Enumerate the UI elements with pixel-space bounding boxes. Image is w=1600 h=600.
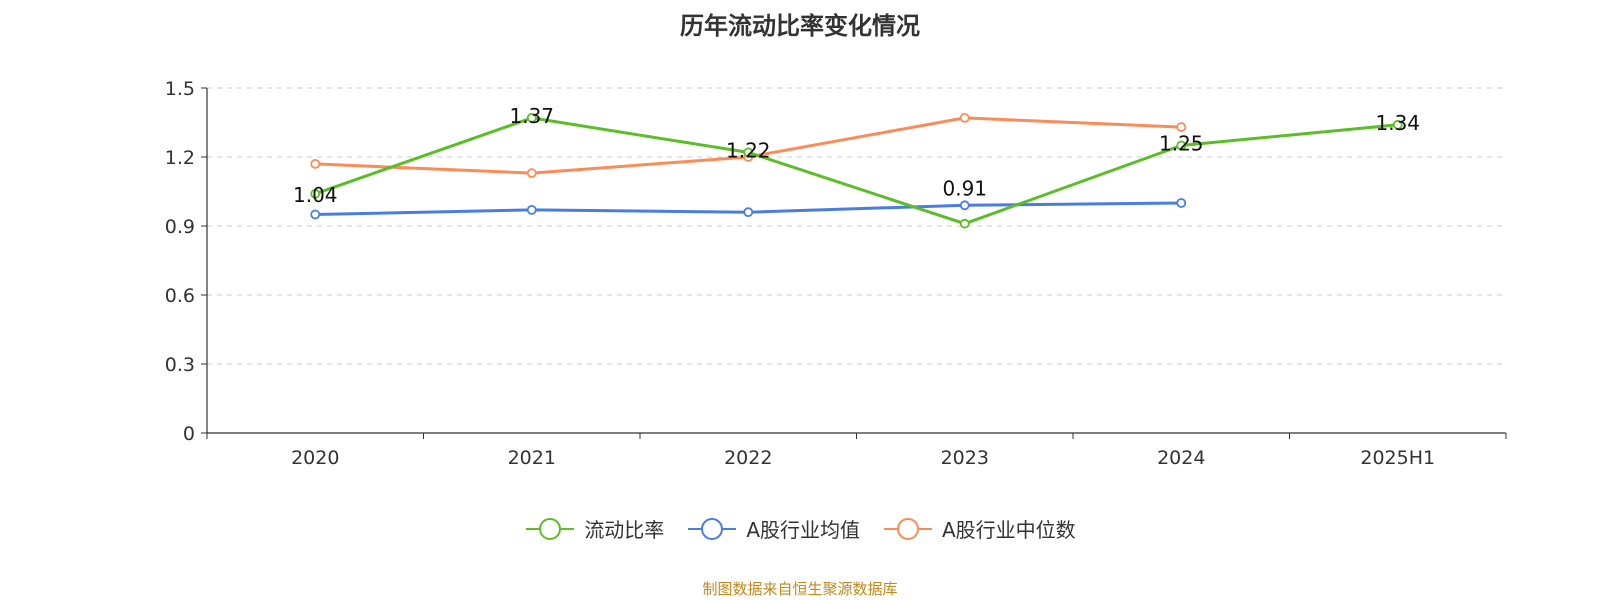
- data-point: [526, 204, 537, 215]
- legend-item[interactable]: 流动比率: [524, 514, 664, 543]
- y-tick-label: 0: [183, 423, 195, 445]
- legend-item[interactable]: A股行业均值: [686, 514, 860, 543]
- data-point: [959, 200, 970, 211]
- data-point: [1392, 119, 1403, 130]
- x-tick-label: 2025H1: [1360, 447, 1435, 469]
- data-label: 1.04: [293, 183, 338, 207]
- data-point: [959, 113, 970, 123]
- data-point: [1176, 140, 1187, 151]
- series-lines: [310, 113, 1403, 229]
- data-label: 1.22: [726, 138, 771, 162]
- x-tick-label: 2024: [1157, 447, 1205, 469]
- y-tick-label: 0.6: [165, 285, 195, 307]
- x-tick-label: 2022: [724, 447, 772, 469]
- x-tick-label: 2023: [941, 447, 989, 469]
- y-tick-label: 1.2: [165, 147, 195, 169]
- data-point: [310, 158, 321, 169]
- y-tick-label: 1.5: [165, 78, 195, 100]
- data-label: 0.91: [942, 177, 987, 201]
- x-tick-label: 2020: [291, 447, 339, 469]
- data-point: [743, 147, 754, 158]
- grid-lines: [207, 87, 1506, 365]
- legend: 流动比率 A股行业均值 A股行业中位数: [0, 514, 1600, 543]
- data-point: [526, 168, 537, 179]
- y-tick-label: 0.3: [165, 354, 195, 376]
- legend-swatch: [526, 517, 575, 540]
- axes: 0 0.3 0.6 0.9 1.2 1.5 2020 2021 2022 2023 2024 2025…: [165, 78, 1507, 469]
- chart-title: 历年流动比率变化情况: [680, 12, 920, 40]
- legend-label: A股行业中位数: [942, 518, 1076, 542]
- legend-swatch: [688, 517, 737, 540]
- legend-item[interactable]: A股行业中位数: [882, 514, 1076, 543]
- series-line: [313, 116, 1400, 226]
- x-tick-label: 2021: [508, 447, 556, 469]
- data-labels: 1.04 1.37 1.22 0.91 1.25 1.34: [293, 104, 1420, 207]
- data-label: 1.25: [1159, 132, 1204, 156]
- legend-swatch: [884, 517, 932, 540]
- legend-label: 流动比率: [584, 518, 665, 542]
- data-point: [1176, 122, 1187, 132]
- source-note: 制图数据来自恒生聚源数据库: [702, 580, 898, 598]
- data-label: 1.34: [1375, 111, 1420, 135]
- data-point: [959, 218, 970, 229]
- legend-label: A股行业均值: [746, 518, 860, 542]
- data-point: [310, 188, 321, 199]
- y-tick-label: 0.9: [165, 216, 195, 238]
- data-point: [526, 113, 537, 123]
- data-point: [310, 209, 321, 220]
- data-point: [743, 207, 754, 218]
- data-point: [1176, 198, 1187, 208]
- data-label: 1.37: [509, 104, 554, 128]
